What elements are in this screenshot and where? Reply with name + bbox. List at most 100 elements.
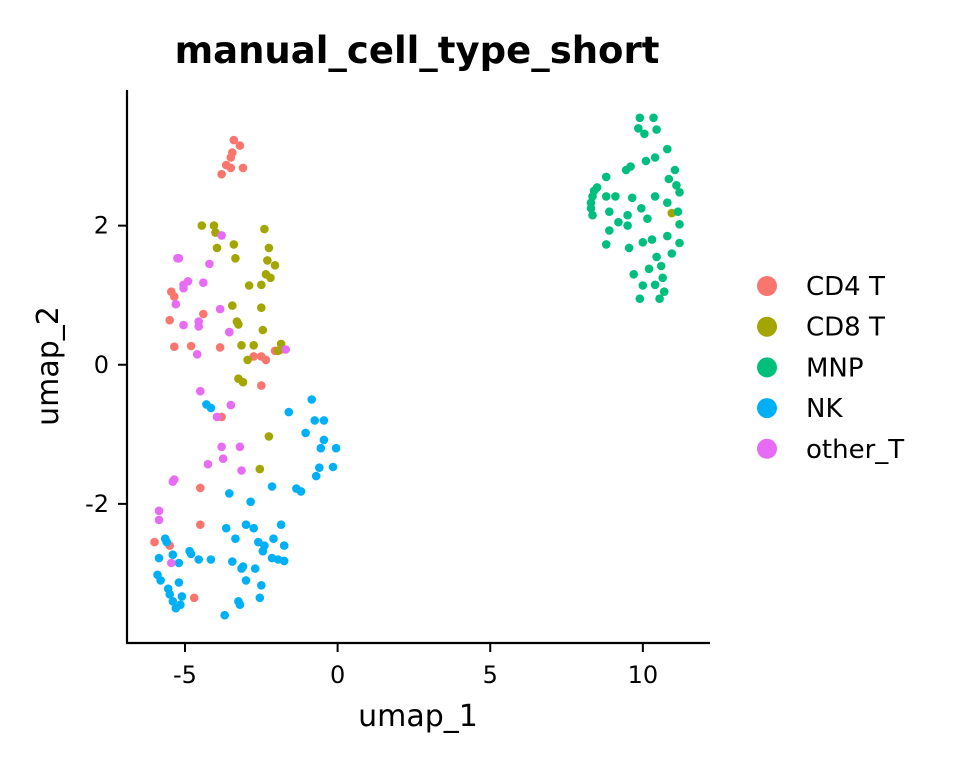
point-nk-21: [221, 523, 231, 533]
point-cd4-t-3: [226, 153, 236, 162]
point-cd4-t-11: [165, 315, 174, 325]
point-mnp-33: [614, 217, 623, 227]
point-mnp-49: [659, 287, 669, 297]
point-nk-19: [241, 520, 251, 529]
y-tick-label: 0: [94, 351, 109, 379]
point-other-t-13: [179, 320, 188, 330]
point-nk-22: [231, 534, 240, 543]
point-cd4-t-19: [196, 483, 205, 493]
point-other-t-26: [154, 506, 164, 516]
legend-key-cd4-t: [757, 276, 777, 296]
point-nk-1: [284, 407, 294, 417]
chart-title: manual_cell_type_short: [175, 29, 660, 72]
point-nk-50: [168, 597, 178, 606]
point-other-t-6: [179, 283, 188, 293]
point-other-t-27: [154, 515, 164, 525]
point-other-t-22: [203, 459, 213, 469]
point-cd4-t-24: [261, 355, 271, 365]
point-nk-6: [301, 428, 310, 438]
point-other-t-8: [171, 299, 181, 309]
point-nk-30: [168, 550, 178, 559]
point-mnp-11: [664, 174, 674, 184]
point-mnp-7: [641, 156, 651, 166]
point-nk-11: [328, 462, 338, 472]
y-tick-label: 2: [94, 212, 109, 240]
point-mnp-37: [675, 238, 684, 248]
point-mnp-35: [663, 231, 672, 241]
point-mnp-18: [611, 192, 620, 201]
point-mnp-48: [650, 280, 660, 290]
point-mnp-2: [634, 124, 643, 133]
point-nk-3: [206, 403, 216, 413]
point-other-t-3: [205, 259, 214, 269]
point-other-t-11: [215, 304, 225, 314]
point-cd4-t-12: [170, 342, 179, 352]
point-nk-25: [269, 534, 278, 543]
point-cd8-t-13: [257, 280, 266, 290]
point-cd8-t-6: [212, 243, 222, 253]
point-mnp-16: [675, 188, 684, 197]
point-nk-41: [250, 564, 260, 573]
point-cd4-t-0: [229, 135, 239, 145]
x-tick-label: 0: [330, 661, 345, 689]
plot-points: [150, 113, 684, 620]
point-nk-26: [279, 541, 289, 550]
point-nk-20: [249, 523, 258, 533]
point-mnp-51: [655, 294, 664, 304]
point-cd4-t-10: [199, 309, 208, 319]
point-cd8-t-14: [228, 301, 237, 310]
point-mnp-26: [605, 207, 614, 216]
point-other-t-16: [196, 386, 205, 396]
point-nk-58: [177, 592, 187, 601]
point-mnp-50: [635, 294, 645, 304]
point-mnp-19: [601, 192, 611, 201]
point-mnp-41: [667, 249, 677, 258]
point-cd4-t-7: [238, 163, 248, 173]
point-cd4-t-23: [189, 593, 199, 603]
point-other-t-28: [167, 558, 176, 568]
point-nk-45: [257, 581, 266, 590]
legend-key-cd8-t: [757, 316, 777, 337]
point-nk-27: [258, 546, 268, 556]
point-nk-56: [171, 603, 181, 613]
legend-label: NK: [806, 394, 843, 424]
point-mnp-29: [643, 214, 652, 223]
point-other-t-10: [194, 322, 203, 331]
point-cd8-t-22: [273, 346, 283, 356]
point-nk-9: [331, 443, 341, 453]
point-nk-33: [194, 555, 203, 564]
point-nk-5: [319, 416, 329, 425]
point-other-t-25: [168, 477, 178, 486]
legend: CD4 T CD8 T MNP NK other_T: [757, 272, 904, 465]
point-cd8-t-7: [231, 253, 240, 263]
point-mnp-1: [649, 113, 658, 123]
x-axis-ticks: -5 0 5 10: [173, 643, 658, 689]
point-cd8-t-8: [263, 256, 272, 265]
x-axis-title: umap_1: [358, 699, 478, 734]
point-other-t-21: [218, 454, 228, 464]
point-nk-55: [220, 610, 229, 620]
point-cd8-t-17: [234, 320, 243, 329]
point-nk-44: [241, 576, 251, 585]
point-cd4-t-1: [235, 141, 245, 150]
point-other-t-0: [217, 231, 226, 240]
point-mnp-36: [647, 235, 657, 244]
point-nk-43: [174, 558, 184, 568]
point-cd8-t-1: [209, 221, 219, 230]
y-axis-ticks: -2 0 2: [85, 212, 127, 518]
point-cd8-t-25: [238, 377, 248, 387]
legend-label: CD8 T: [806, 313, 885, 343]
point-nk-10: [315, 463, 324, 473]
point-cd8-t-23: [243, 355, 252, 365]
point-nk-16: [225, 489, 234, 498]
point-nk-7: [319, 435, 329, 445]
point-cd8-t-12: [244, 281, 254, 290]
point-mnp-30: [673, 207, 683, 216]
point-cd4-t-21: [150, 537, 159, 547]
point-mnp-32: [623, 221, 632, 230]
y-axis-title: umap_2: [31, 306, 66, 426]
point-mnp-23: [586, 204, 596, 213]
point-mnp-6: [650, 153, 660, 162]
point-mnp-10: [670, 165, 680, 175]
